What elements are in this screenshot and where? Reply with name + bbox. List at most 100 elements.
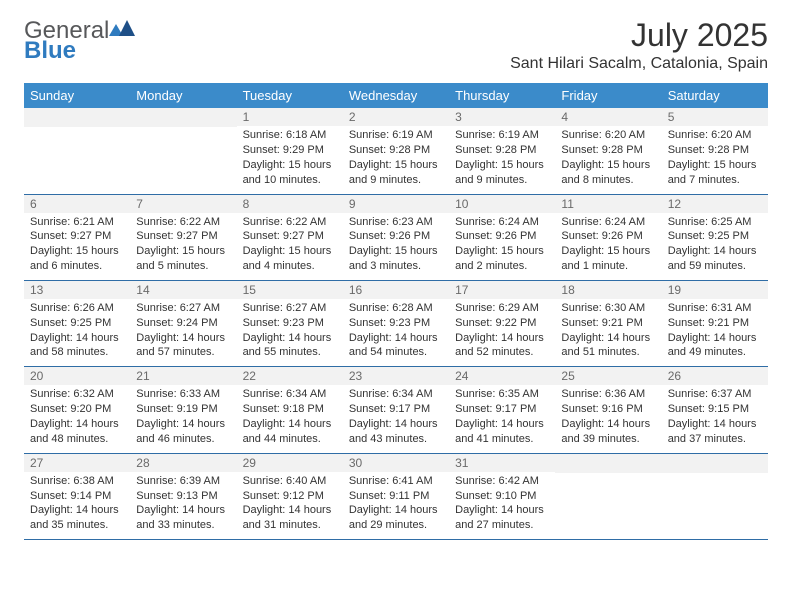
day-number: 3 — [449, 108, 555, 126]
day-cell: 12Sunrise: 6:25 AMSunset: 9:25 PMDayligh… — [662, 195, 768, 280]
day-body: Sunrise: 6:22 AMSunset: 9:27 PMDaylight:… — [130, 213, 236, 280]
dow-row: Sunday Monday Tuesday Wednesday Thursday… — [24, 83, 768, 108]
day-cell: 19Sunrise: 6:31 AMSunset: 9:21 PMDayligh… — [662, 281, 768, 366]
day-body: Sunrise: 6:32 AMSunset: 9:20 PMDaylight:… — [24, 385, 130, 452]
day-cell: 7Sunrise: 6:22 AMSunset: 9:27 PMDaylight… — [130, 195, 236, 280]
sunrise-text: Sunrise: 6:40 AM — [243, 474, 337, 489]
day-cell: 20Sunrise: 6:32 AMSunset: 9:20 PMDayligh… — [24, 367, 130, 452]
sunset-text: Sunset: 9:20 PM — [30, 402, 124, 417]
daylight-text: Daylight: 14 hours and 49 minutes. — [668, 331, 762, 361]
daylight-text: Daylight: 14 hours and 51 minutes. — [561, 331, 655, 361]
day-cell: 14Sunrise: 6:27 AMSunset: 9:24 PMDayligh… — [130, 281, 236, 366]
sunset-text: Sunset: 9:26 PM — [455, 229, 549, 244]
week-row: 6Sunrise: 6:21 AMSunset: 9:27 PMDaylight… — [24, 195, 768, 281]
day-body: Sunrise: 6:39 AMSunset: 9:13 PMDaylight:… — [130, 472, 236, 539]
sunset-text: Sunset: 9:21 PM — [561, 316, 655, 331]
daylight-text: Daylight: 15 hours and 7 minutes. — [668, 158, 762, 188]
day-number: 15 — [237, 281, 343, 299]
sunrise-text: Sunrise: 6:18 AM — [243, 128, 337, 143]
daylight-text: Daylight: 14 hours and 46 minutes. — [136, 417, 230, 447]
daylight-text: Daylight: 15 hours and 5 minutes. — [136, 244, 230, 274]
sunrise-text: Sunrise: 6:41 AM — [349, 474, 443, 489]
day-cell: 17Sunrise: 6:29 AMSunset: 9:22 PMDayligh… — [449, 281, 555, 366]
sunset-text: Sunset: 9:23 PM — [243, 316, 337, 331]
sunset-text: Sunset: 9:26 PM — [561, 229, 655, 244]
sunset-text: Sunset: 9:16 PM — [561, 402, 655, 417]
sunset-text: Sunset: 9:21 PM — [668, 316, 762, 331]
day-body: Sunrise: 6:22 AMSunset: 9:27 PMDaylight:… — [237, 213, 343, 280]
day-body: Sunrise: 6:20 AMSunset: 9:28 PMDaylight:… — [555, 126, 661, 193]
day-cell — [662, 454, 768, 539]
daylight-text: Daylight: 14 hours and 48 minutes. — [30, 417, 124, 447]
sunrise-text: Sunrise: 6:27 AM — [243, 301, 337, 316]
daylight-text: Daylight: 15 hours and 1 minute. — [561, 244, 655, 274]
week-row: 20Sunrise: 6:32 AMSunset: 9:20 PMDayligh… — [24, 367, 768, 453]
sunrise-text: Sunrise: 6:35 AM — [455, 387, 549, 402]
sunrise-text: Sunrise: 6:25 AM — [668, 215, 762, 230]
day-cell: 28Sunrise: 6:39 AMSunset: 9:13 PMDayligh… — [130, 454, 236, 539]
day-cell: 8Sunrise: 6:22 AMSunset: 9:27 PMDaylight… — [237, 195, 343, 280]
day-number: 5 — [662, 108, 768, 126]
day-body: Sunrise: 6:28 AMSunset: 9:23 PMDaylight:… — [343, 299, 449, 366]
day-number: 16 — [343, 281, 449, 299]
day-cell: 24Sunrise: 6:35 AMSunset: 9:17 PMDayligh… — [449, 367, 555, 452]
day-number: 18 — [555, 281, 661, 299]
sunset-text: Sunset: 9:14 PM — [30, 489, 124, 504]
day-body: Sunrise: 6:19 AMSunset: 9:28 PMDaylight:… — [343, 126, 449, 193]
day-number: 30 — [343, 454, 449, 472]
sunrise-text: Sunrise: 6:23 AM — [349, 215, 443, 230]
sunset-text: Sunset: 9:13 PM — [136, 489, 230, 504]
daylight-text: Daylight: 14 hours and 52 minutes. — [455, 331, 549, 361]
dow-cell: Monday — [130, 83, 236, 108]
sunset-text: Sunset: 9:27 PM — [30, 229, 124, 244]
day-number: 29 — [237, 454, 343, 472]
day-body: Sunrise: 6:26 AMSunset: 9:25 PMDaylight:… — [24, 299, 130, 366]
day-cell: 1Sunrise: 6:18 AMSunset: 9:29 PMDaylight… — [237, 108, 343, 193]
day-number: 10 — [449, 195, 555, 213]
day-body: Sunrise: 6:34 AMSunset: 9:17 PMDaylight:… — [343, 385, 449, 452]
sunrise-text: Sunrise: 6:34 AM — [349, 387, 443, 402]
daylight-text: Daylight: 15 hours and 8 minutes. — [561, 158, 655, 188]
location-text: Sant Hilari Sacalm, Catalonia, Spain — [510, 55, 768, 73]
day-number: 11 — [555, 195, 661, 213]
day-number: 9 — [343, 195, 449, 213]
day-number: 17 — [449, 281, 555, 299]
page-title: July 2025 — [510, 18, 768, 53]
sunset-text: Sunset: 9:28 PM — [455, 143, 549, 158]
day-cell — [24, 108, 130, 193]
day-cell: 10Sunrise: 6:24 AMSunset: 9:26 PMDayligh… — [449, 195, 555, 280]
day-cell: 29Sunrise: 6:40 AMSunset: 9:12 PMDayligh… — [237, 454, 343, 539]
day-body: Sunrise: 6:21 AMSunset: 9:27 PMDaylight:… — [24, 213, 130, 280]
sunset-text: Sunset: 9:24 PM — [136, 316, 230, 331]
day-cell: 11Sunrise: 6:24 AMSunset: 9:26 PMDayligh… — [555, 195, 661, 280]
day-body: Sunrise: 6:40 AMSunset: 9:12 PMDaylight:… — [237, 472, 343, 539]
sunrise-text: Sunrise: 6:22 AM — [243, 215, 337, 230]
day-body: Sunrise: 6:42 AMSunset: 9:10 PMDaylight:… — [449, 472, 555, 539]
sunset-text: Sunset: 9:26 PM — [349, 229, 443, 244]
sunrise-text: Sunrise: 6:20 AM — [668, 128, 762, 143]
day-body: Sunrise: 6:29 AMSunset: 9:22 PMDaylight:… — [449, 299, 555, 366]
day-body: Sunrise: 6:19 AMSunset: 9:28 PMDaylight:… — [449, 126, 555, 193]
day-cell — [130, 108, 236, 193]
dow-cell: Tuesday — [237, 83, 343, 108]
brand-text-2: Blue — [24, 37, 76, 64]
day-number: 26 — [662, 367, 768, 385]
day-cell: 3Sunrise: 6:19 AMSunset: 9:28 PMDaylight… — [449, 108, 555, 193]
sunrise-text: Sunrise: 6:32 AM — [30, 387, 124, 402]
day-number: 14 — [130, 281, 236, 299]
daylight-text: Daylight: 14 hours and 55 minutes. — [243, 331, 337, 361]
daylight-text: Daylight: 15 hours and 9 minutes. — [455, 158, 549, 188]
daylight-text: Daylight: 14 hours and 35 minutes. — [30, 503, 124, 533]
day-number: 31 — [449, 454, 555, 472]
sunrise-text: Sunrise: 6:33 AM — [136, 387, 230, 402]
day-number — [130, 108, 236, 127]
day-number: 4 — [555, 108, 661, 126]
sunrise-text: Sunrise: 6:20 AM — [561, 128, 655, 143]
day-body: Sunrise: 6:38 AMSunset: 9:14 PMDaylight:… — [24, 472, 130, 539]
dow-cell: Thursday — [449, 83, 555, 108]
sunset-text: Sunset: 9:18 PM — [243, 402, 337, 417]
day-body: Sunrise: 6:31 AMSunset: 9:21 PMDaylight:… — [662, 299, 768, 366]
daylight-text: Daylight: 14 hours and 27 minutes. — [455, 503, 549, 533]
day-body: Sunrise: 6:34 AMSunset: 9:18 PMDaylight:… — [237, 385, 343, 452]
dow-cell: Friday — [555, 83, 661, 108]
